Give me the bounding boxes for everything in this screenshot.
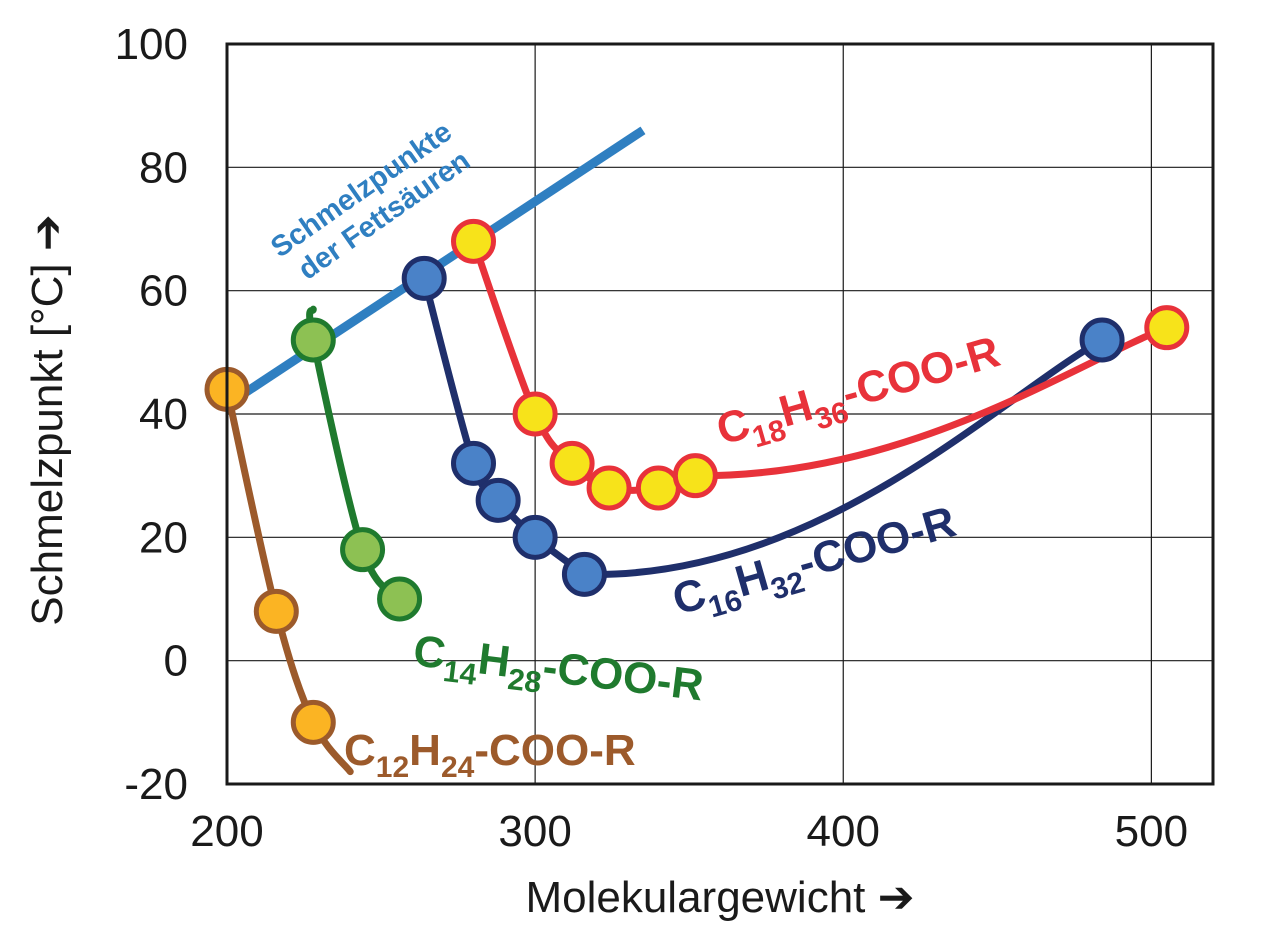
y-tick-label: 60 xyxy=(139,267,188,316)
data-point xyxy=(290,699,336,745)
y-axis-label: Schmelzpunkt [°C] ➔ xyxy=(23,214,72,626)
y-tick-label: 100 xyxy=(115,20,188,69)
data-point xyxy=(672,453,718,499)
x-tick-label: 500 xyxy=(1115,807,1188,856)
data-point xyxy=(451,218,496,264)
y-tick-label: 80 xyxy=(139,143,188,192)
y-tick-label: 20 xyxy=(139,513,188,562)
data-point xyxy=(451,440,496,486)
series-label-c12: C12H24-COO-R xyxy=(344,726,636,784)
x-tick-label: 300 xyxy=(498,807,571,856)
y-axis-arrow-icon: ➔ xyxy=(23,214,72,251)
series-curve xyxy=(306,305,404,603)
data-point xyxy=(377,576,423,622)
data-point xyxy=(512,391,558,437)
y-tick-label: 40 xyxy=(139,390,188,439)
x-axis-arrow-icon: ➔ xyxy=(878,873,915,922)
plot-frame xyxy=(225,42,1215,786)
series-label-c16: C16H32-COO-R xyxy=(667,497,963,633)
data-point xyxy=(1144,305,1190,351)
data-point xyxy=(549,440,595,486)
series-markers xyxy=(204,218,1190,745)
x-tick-label: 200 xyxy=(190,807,263,856)
data-point xyxy=(561,551,607,597)
y-tick-label: 0 xyxy=(164,637,188,686)
data-point xyxy=(635,465,681,511)
data-point xyxy=(290,317,336,363)
y-tick-label: -20 xyxy=(124,760,188,809)
x-axis-label-text: Molekulargewicht xyxy=(525,873,865,922)
data-point xyxy=(401,255,447,301)
x-axis-label: Molekulargewicht ➔ xyxy=(525,873,914,922)
data-point xyxy=(1079,317,1125,363)
data-point xyxy=(512,514,558,560)
series-label-c14: C14H28-COO-R xyxy=(410,626,707,719)
data-point xyxy=(253,588,299,634)
data-point xyxy=(340,527,386,573)
series-label-c18: C18H36-COO-R xyxy=(711,327,1007,463)
data-point xyxy=(475,477,521,523)
data-point xyxy=(586,465,632,511)
y-axis-label-text: Schmelzpunkt [°C] xyxy=(23,263,72,625)
fatty-acid-line-label: Schmelzpunkte der Fettsäuren xyxy=(265,111,484,292)
x-tick-label: 400 xyxy=(807,807,880,856)
